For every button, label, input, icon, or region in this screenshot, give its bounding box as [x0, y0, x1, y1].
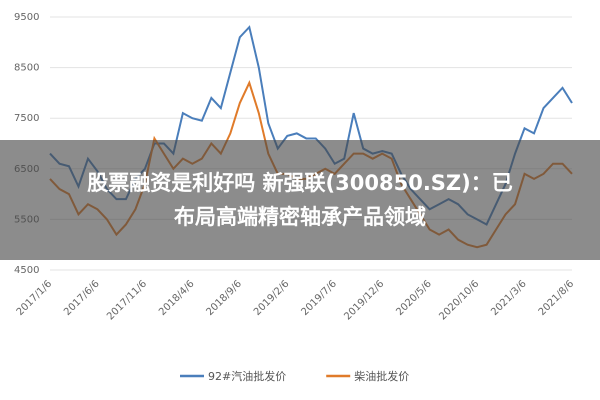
x-tick-label: 2019/7/6 — [299, 278, 339, 318]
y-tick-label: 7500 — [14, 113, 39, 124]
legend-label: 柴油批发价 — [354, 369, 409, 383]
x-tick-label: 2017/11/6 — [105, 278, 149, 322]
x-tick-label: 2020/5/6 — [394, 278, 434, 318]
banner-line: 股票融资是利好吗 新强联(300850.SZ)：已 — [87, 171, 513, 195]
banner — [0, 140, 600, 260]
y-tick-label: 8500 — [14, 63, 39, 74]
x-tick-label: 2019/12/6 — [342, 278, 386, 322]
y-tick-label: 9500 — [14, 12, 39, 23]
x-tick-label: 2017/1/6 — [15, 278, 55, 318]
x-tick-label: 2020/10/6 — [437, 278, 481, 322]
y-tick-label: 4500 — [14, 265, 39, 276]
x-tick-label: 2021/3/6 — [489, 278, 529, 318]
x-tick-label: 2018/9/6 — [205, 278, 245, 318]
x-tick-label: 2017/6/6 — [62, 278, 102, 318]
x-tick-label: 2021/8/6 — [537, 278, 577, 318]
legend-label: 92#汽油批发价 — [208, 369, 286, 383]
banner-line: 布局高端精密轴承产品领域 — [174, 205, 426, 229]
x-tick-label: 2019/2/6 — [252, 278, 292, 318]
x-tick-label: 2018/4/6 — [157, 278, 197, 318]
